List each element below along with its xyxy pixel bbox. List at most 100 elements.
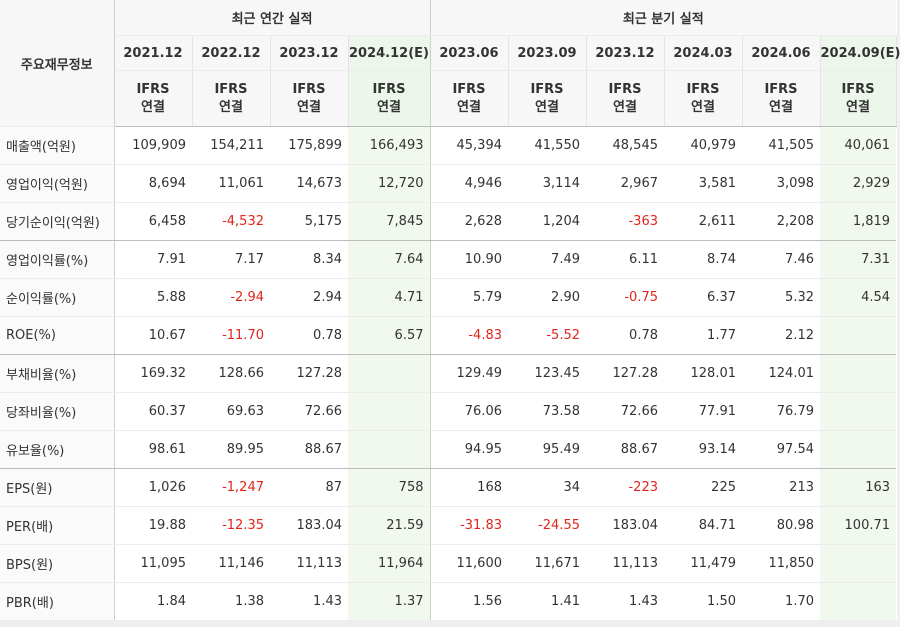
table-cell: 7.31 [820, 240, 897, 279]
table-cell: 2,628 [430, 202, 508, 241]
consolidated-label: 연결 [613, 99, 637, 115]
table-cell: 11,061 [192, 164, 270, 203]
table-cell: 3,098 [742, 164, 820, 203]
table-cell: -12.35 [192, 506, 270, 545]
ifrs-label: IFRS [686, 81, 720, 97]
table-cell: 1,026 [114, 468, 192, 507]
table-row: 유보율(%) 98.61 89.95 88.67 94.95 95.49 88.67 93.1… [0, 430, 897, 469]
table-cell: -5.52 [508, 316, 586, 355]
table-cell: 183.04 [270, 506, 348, 545]
table-cell: 41,505 [742, 126, 820, 165]
consolidated-label: 연결 [377, 99, 401, 115]
table-cell: 8.74 [664, 240, 742, 279]
table-row: 영업이익률(%) 7.91 7.17 8.34 7.64 10.90 7.49 6.11 8.7… [0, 240, 897, 279]
table-cell: 11,964 [348, 544, 431, 583]
table-cell: 1.84 [114, 582, 192, 621]
ifrs-label: IFRS [530, 81, 564, 97]
ifrs-basis-label: IFRS 연결 [586, 70, 665, 127]
table-cell [820, 582, 897, 621]
table-cell: 95.49 [508, 430, 586, 469]
table-cell [820, 544, 897, 583]
table-cell: 2.90 [508, 278, 586, 317]
ifrs-basis-label: IFRS 연결 [664, 70, 743, 127]
table-cell: 45,394 [430, 126, 508, 165]
period-header: 2023.09 [508, 35, 587, 71]
table-cell: 1.70 [742, 582, 820, 621]
table-cell: 5.88 [114, 278, 192, 317]
table-cell: 40,061 [820, 126, 897, 165]
table-cell: 4.54 [820, 278, 897, 317]
ifrs-basis-label: IFRS 연결 [742, 70, 821, 127]
table-cell: 169.32 [114, 354, 192, 393]
table-cell: 100.71 [820, 506, 897, 545]
table-cell: -31.83 [430, 506, 508, 545]
table-cell: 11,671 [508, 544, 586, 583]
table-cell: 11,600 [430, 544, 508, 583]
table-cell: 128.66 [192, 354, 270, 393]
ifrs-label: IFRS [452, 81, 486, 97]
table-cell [348, 430, 431, 469]
table-cell: 40,979 [664, 126, 742, 165]
table-cell: 89.95 [192, 430, 270, 469]
table-cell: -2.94 [192, 278, 270, 317]
table-cell: 84.71 [664, 506, 742, 545]
row-label: 매출액(억원) [0, 126, 115, 165]
consolidated-label: 연결 [691, 99, 715, 115]
row-label: 당기순이익(억원) [0, 202, 115, 241]
table-cell: 166,493 [348, 126, 431, 165]
table-cell: 72.66 [270, 392, 348, 431]
table-cell: -11.70 [192, 316, 270, 355]
table-cell: 88.67 [270, 430, 348, 469]
table-cell: 1,819 [820, 202, 897, 241]
row-label: PBR(배) [0, 582, 115, 621]
period-header-row: 2021.12 2022.12 2023.12 2024.12(E) 2023.06 20… [0, 35, 900, 71]
table-cell: 77.91 [664, 392, 742, 431]
table-cell: 1.50 [664, 582, 742, 621]
ifrs-basis-label: IFRS 연결 [348, 70, 431, 127]
table-cell: 7.91 [114, 240, 192, 279]
table-cell: -24.55 [508, 506, 586, 545]
row-label: 순이익률(%) [0, 278, 115, 317]
table-cell: 5.79 [430, 278, 508, 317]
table-cell [348, 354, 431, 393]
table-cell: 1.43 [586, 582, 664, 621]
table-cell: -0.75 [586, 278, 664, 317]
table-cell: 21.59 [348, 506, 431, 545]
table-cell: 758 [348, 468, 431, 507]
table-cell: -1,247 [192, 468, 270, 507]
table-cell: 7.64 [348, 240, 431, 279]
table-cell: 3,581 [664, 164, 742, 203]
table-cell: -363 [586, 202, 664, 241]
table-cell: 6,458 [114, 202, 192, 241]
ifrs-basis-label: IFRS 연결 [508, 70, 587, 127]
table-row: 순이익률(%) 5.88 -2.94 2.94 4.71 5.79 2.90 -0.75 6.3… [0, 278, 897, 317]
table-cell: 109,909 [114, 126, 192, 165]
group-header-row: 주요재무정보 최근 연간 실적 최근 분기 실적 [0, 0, 897, 127]
period-header: 2021.12 [114, 35, 193, 71]
period-header: 2023.12 [270, 35, 349, 71]
table-cell: 72.66 [586, 392, 664, 431]
period-header: 2022.12 [192, 35, 271, 71]
row-label: 영업이익(억원) [0, 164, 115, 203]
consolidated-label: 연결 [846, 99, 870, 115]
table-cell: 2.12 [742, 316, 820, 355]
table-cell: 213 [742, 468, 820, 507]
table-cell: 94.95 [430, 430, 508, 469]
ifrs-basis-label: IFRS 연결 [192, 70, 271, 127]
table-cell: 12,720 [348, 164, 431, 203]
table-cell: 128.01 [664, 354, 742, 393]
table-cell: 11,113 [586, 544, 664, 583]
table-cell: 3,114 [508, 164, 586, 203]
period-header: 2024.03 [664, 35, 743, 71]
table-cell: 1.37 [348, 582, 431, 621]
table-cell: 183.04 [586, 506, 664, 545]
table-cell: 97.54 [742, 430, 820, 469]
table-cell: 10.67 [114, 316, 192, 355]
table-cell: 4.71 [348, 278, 431, 317]
table-cell: 1.77 [664, 316, 742, 355]
table-cell: 2.94 [270, 278, 348, 317]
consolidated-label: 연결 [457, 99, 481, 115]
ifrs-label: IFRS [292, 81, 326, 97]
table-cell: 7.17 [192, 240, 270, 279]
ifrs-label: IFRS [608, 81, 642, 97]
